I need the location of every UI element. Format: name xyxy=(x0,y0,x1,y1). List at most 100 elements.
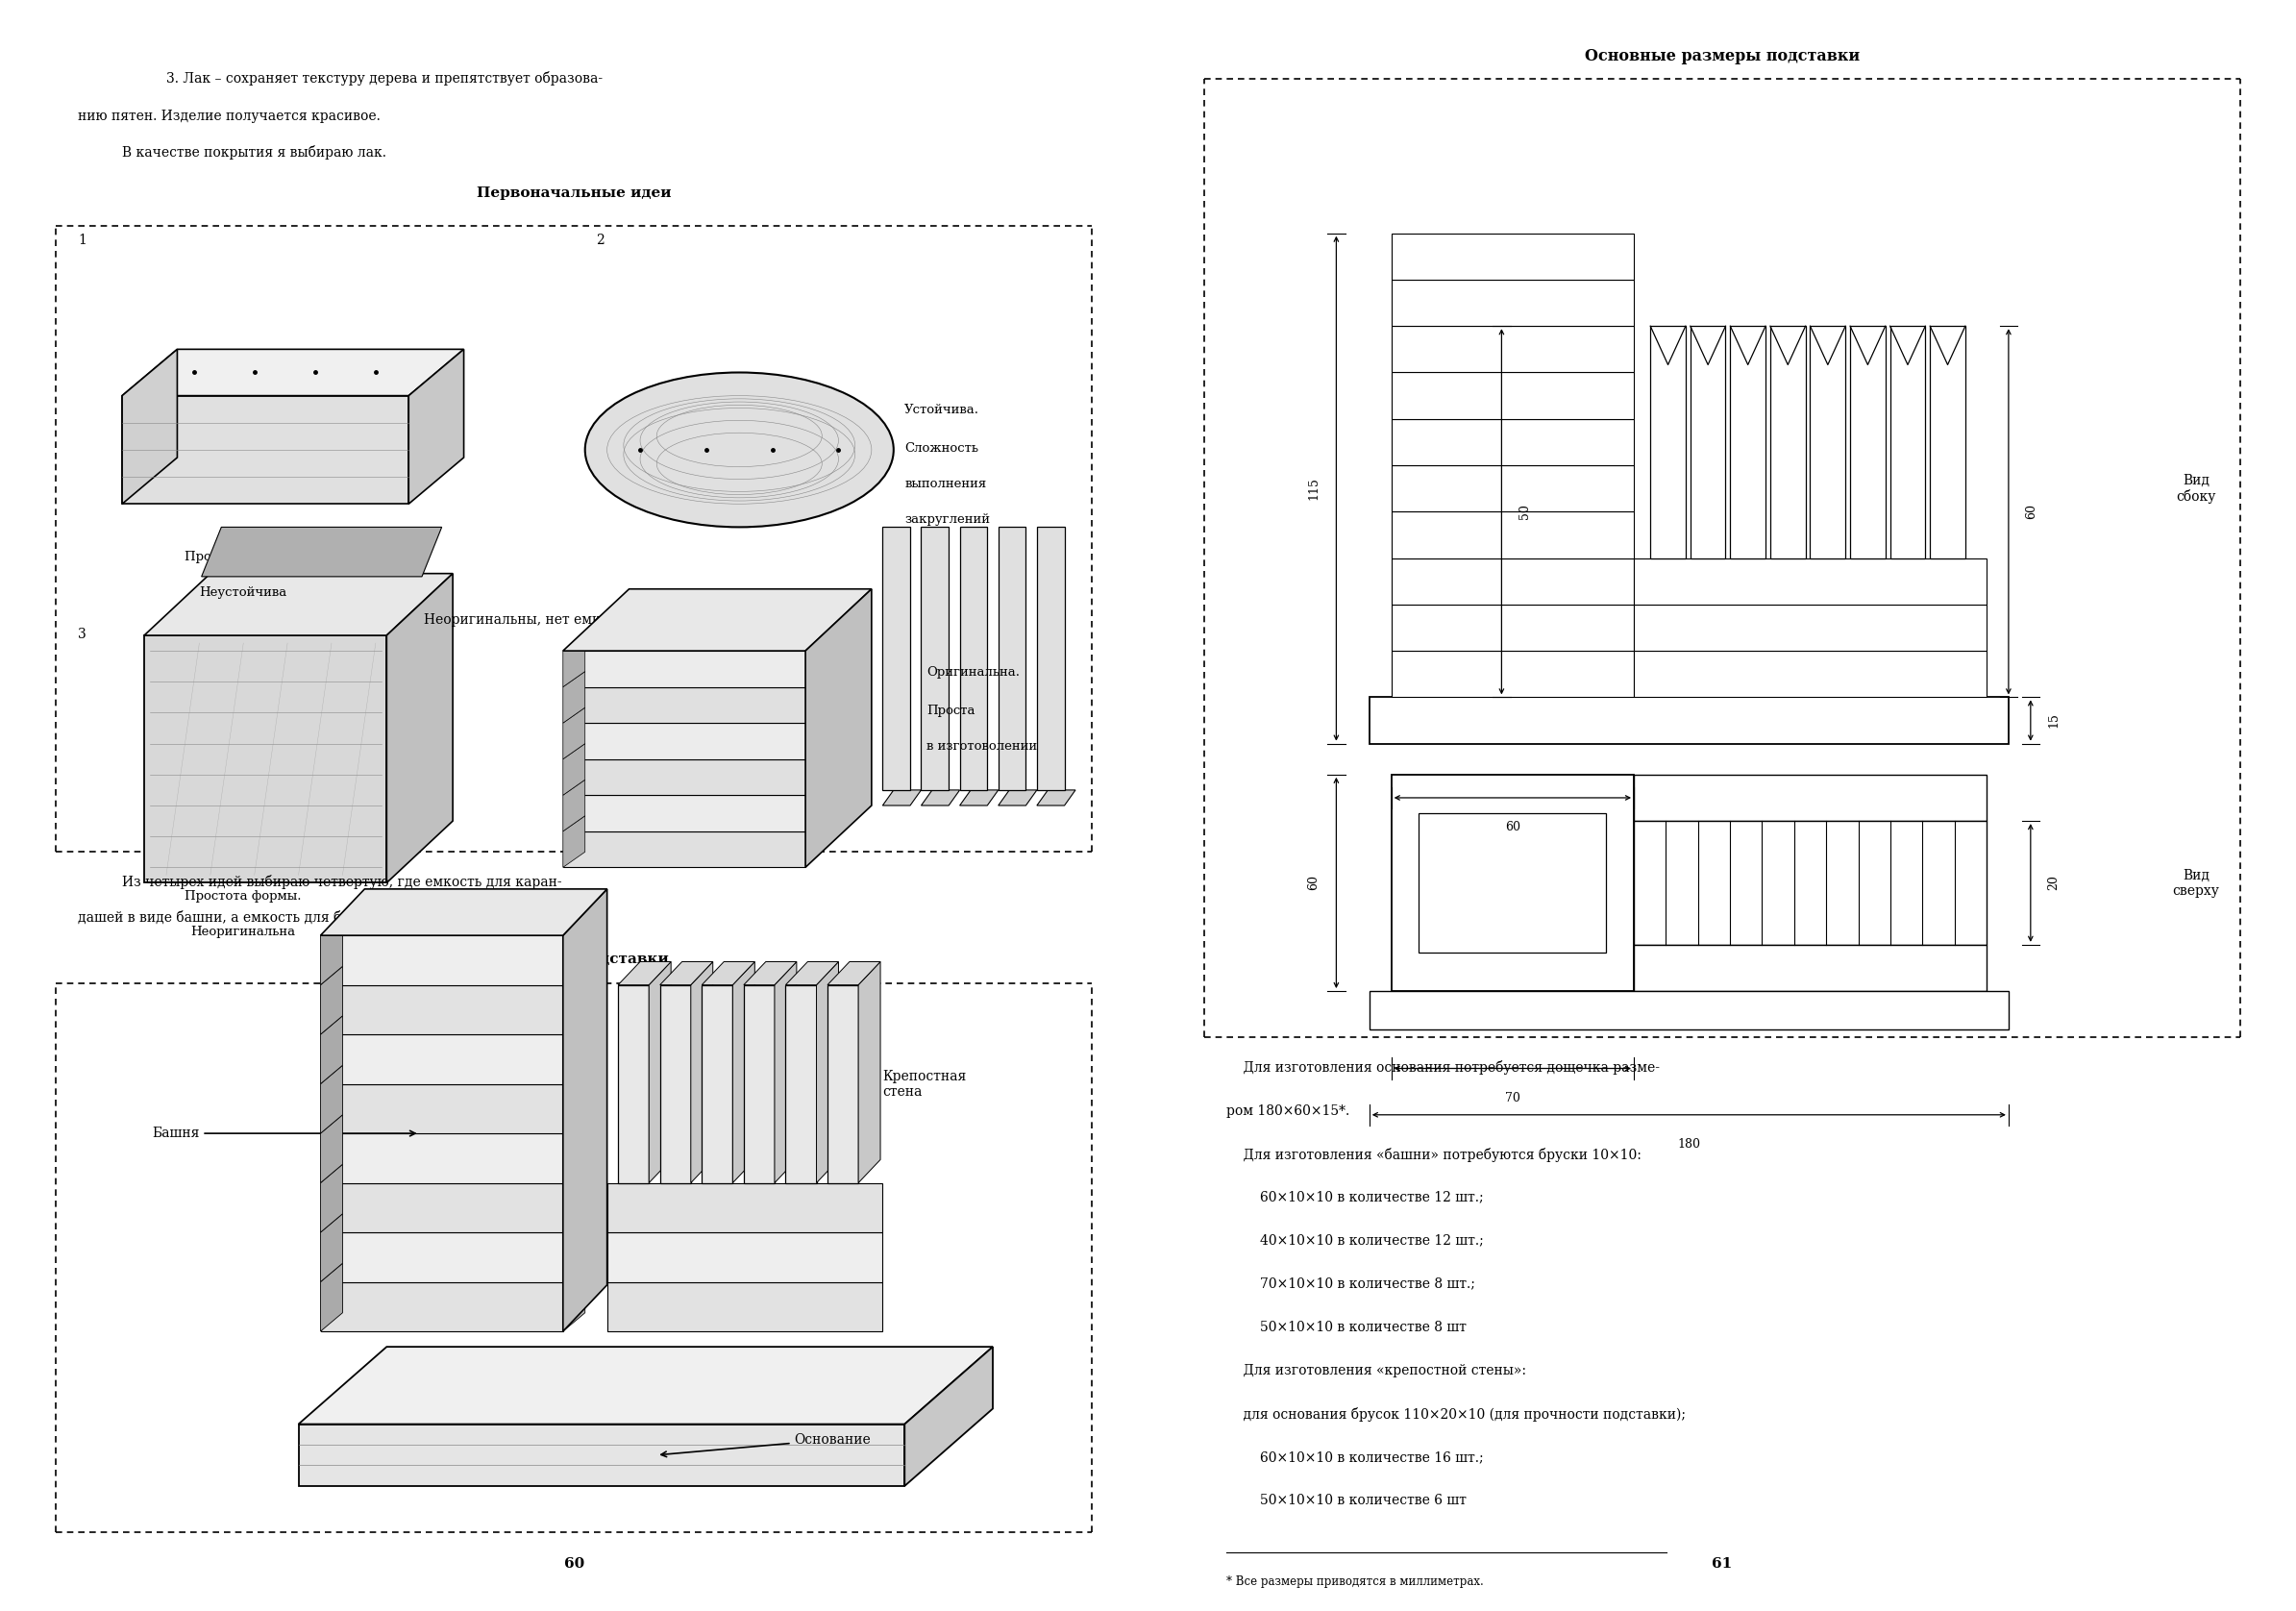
Text: 2: 2 xyxy=(597,234,604,246)
Text: 60×10×10 в количестве 16 шт.;: 60×10×10 в количестве 16 шт.; xyxy=(1226,1450,1483,1464)
Polygon shape xyxy=(827,962,879,984)
Text: 115: 115 xyxy=(1306,477,1320,499)
Text: 60×10×10 в количестве 12 шт.;: 60×10×10 в количестве 12 шт.; xyxy=(1226,1191,1483,1203)
Polygon shape xyxy=(563,967,585,1034)
Bar xyxy=(1651,325,1685,557)
Text: 3: 3 xyxy=(78,628,87,641)
Text: 180: 180 xyxy=(1678,1137,1701,1150)
Polygon shape xyxy=(321,1282,563,1331)
Bar xyxy=(1635,775,1986,822)
Text: Сложность: Сложность xyxy=(905,441,978,454)
Text: Для изготовления основания потребуется дощечка разме-: Для изготовления основания потребуется д… xyxy=(1226,1060,1660,1075)
Text: Для изготовления «башни» потребуются бруски 10×10:: Для изготовления «башни» потребуются бру… xyxy=(1226,1147,1642,1162)
Polygon shape xyxy=(386,574,452,883)
Text: 61: 61 xyxy=(1713,1558,1731,1571)
Text: 60: 60 xyxy=(1504,822,1520,833)
Polygon shape xyxy=(606,1232,882,1282)
Polygon shape xyxy=(563,590,872,651)
Polygon shape xyxy=(859,962,879,1182)
Polygon shape xyxy=(563,1065,585,1134)
Polygon shape xyxy=(145,635,386,883)
Polygon shape xyxy=(321,1165,342,1232)
Polygon shape xyxy=(882,789,921,806)
Text: 60: 60 xyxy=(565,1558,583,1571)
Text: закруглений: закруглений xyxy=(905,514,990,525)
Text: 50×10×10 в количестве 6 шт: 50×10×10 в количестве 6 шт xyxy=(1226,1493,1467,1508)
Polygon shape xyxy=(703,984,732,1182)
Polygon shape xyxy=(122,396,409,504)
Bar xyxy=(1635,604,1986,651)
Bar xyxy=(1731,325,1766,557)
Bar xyxy=(1770,325,1805,557)
Polygon shape xyxy=(321,936,563,984)
Polygon shape xyxy=(650,962,670,1182)
Text: * Все размеры приводятся в миллиметрах.: * Все размеры приводятся в миллиметрах. xyxy=(1226,1576,1483,1588)
Polygon shape xyxy=(409,350,464,504)
Text: 60: 60 xyxy=(2025,504,2037,519)
Bar xyxy=(1391,280,1635,325)
Text: 40×10×10 в количестве 12 шт.;: 40×10×10 в количестве 12 шт.; xyxy=(1226,1234,1483,1247)
Polygon shape xyxy=(321,967,342,1034)
Polygon shape xyxy=(606,1182,882,1232)
Text: 50: 50 xyxy=(1518,504,1531,519)
Polygon shape xyxy=(321,1213,342,1282)
Polygon shape xyxy=(1038,527,1065,789)
Polygon shape xyxy=(563,917,585,984)
Polygon shape xyxy=(321,1034,563,1084)
Polygon shape xyxy=(618,962,670,984)
Text: нию пятен. Изделие получается красивое.: нию пятен. Изделие получается красивое. xyxy=(78,110,381,122)
Bar xyxy=(1635,944,1986,991)
Bar xyxy=(1391,557,1635,604)
Bar xyxy=(1890,325,1926,557)
Text: в изготоволении: в изготоволении xyxy=(928,741,1038,752)
Text: Неоригинальна: Неоригинальна xyxy=(191,926,296,939)
Text: 1: 1 xyxy=(78,234,87,246)
Polygon shape xyxy=(827,984,859,1182)
Bar xyxy=(1391,234,1635,280)
Text: дашей в виде башни, а емкость для бумаг в виде крепостной стены.: дашей в виде башни, а емкость для бумаг … xyxy=(78,910,560,925)
Text: Основание: Основание xyxy=(661,1432,870,1456)
Ellipse shape xyxy=(585,372,893,527)
Polygon shape xyxy=(785,984,817,1182)
Polygon shape xyxy=(202,527,441,577)
Text: Башня: Башня xyxy=(152,1126,416,1141)
Polygon shape xyxy=(321,1182,563,1232)
Polygon shape xyxy=(298,1347,992,1424)
Polygon shape xyxy=(806,590,872,867)
Text: Общий вид подставки: Общий вид подставки xyxy=(480,952,668,967)
Text: Первоначальные идеи: Первоначальные идеи xyxy=(478,187,670,200)
Text: Неоригинальны, нет емкостей для бумаги: Неоригинальны, нет емкостей для бумаги xyxy=(425,612,723,627)
Polygon shape xyxy=(563,815,585,867)
Polygon shape xyxy=(774,962,797,1182)
Polygon shape xyxy=(999,527,1026,789)
Bar xyxy=(1635,651,1986,698)
Text: Крепостная
стена: Крепостная стена xyxy=(748,1070,967,1099)
Text: Из четырех идей выбираю четвертую, где емкость для каран-: Из четырех идей выбираю четвертую, где е… xyxy=(122,875,563,889)
Polygon shape xyxy=(563,1017,585,1084)
Text: 60: 60 xyxy=(1306,875,1320,891)
Polygon shape xyxy=(563,796,806,831)
Bar xyxy=(1368,698,2009,744)
Bar xyxy=(1368,991,2009,1029)
Bar xyxy=(1809,325,1846,557)
Polygon shape xyxy=(618,984,650,1182)
Polygon shape xyxy=(732,962,755,1182)
Polygon shape xyxy=(122,350,177,504)
Polygon shape xyxy=(882,527,909,789)
Polygon shape xyxy=(321,1232,563,1282)
Polygon shape xyxy=(563,831,806,867)
Polygon shape xyxy=(145,574,452,635)
Text: Проста: Проста xyxy=(928,706,976,717)
Text: Устойчива.: Устойчива. xyxy=(905,403,980,416)
Polygon shape xyxy=(321,1115,342,1182)
Text: 4: 4 xyxy=(597,628,604,641)
Polygon shape xyxy=(960,527,987,789)
Polygon shape xyxy=(563,672,585,723)
Text: 3. Лак – сохраняет текстуру дерева и препятствует образова-: 3. Лак – сохраняет текстуру дерева и пре… xyxy=(165,71,602,85)
Bar xyxy=(1635,557,1986,604)
Text: Простота формы.: Простота формы. xyxy=(186,891,301,904)
Bar xyxy=(1391,372,1635,419)
Polygon shape xyxy=(960,789,999,806)
Polygon shape xyxy=(321,1017,342,1084)
Polygon shape xyxy=(298,1424,905,1485)
